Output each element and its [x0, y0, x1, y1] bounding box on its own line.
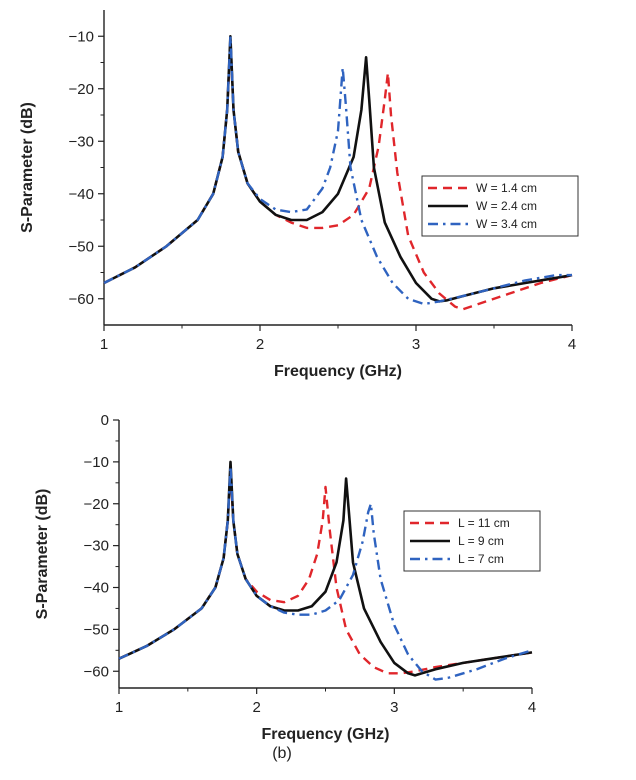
y-axis-label-a: S-Parameter (dB) [19, 102, 36, 233]
axes-a [103, 10, 572, 326]
legend-label: W = 1.4 cm [476, 181, 537, 195]
x-tick-label: 3 [412, 336, 420, 353]
y-tick-label: −50 [69, 238, 94, 255]
y-axis-label-b: S-Parameter (dB) [34, 489, 51, 620]
x-tick-label: 4 [528, 699, 536, 716]
series-line [103, 35, 572, 306]
legend-a: W = 1.4 cm W = 2.4 cm W = 3.4 cm [421, 175, 579, 237]
series-line [103, 40, 573, 311]
chart-panel-b: 1 2 3 40−10−20−30−40−50−60 Frequency (GHz) … [34, 412, 541, 762]
y-tick-label: −50 [84, 621, 109, 638]
y-tick-label: −20 [84, 496, 109, 513]
y-tick-label: −40 [69, 186, 94, 203]
x-tick-label: 2 [252, 699, 260, 716]
ticks-b: 1 2 3 4 0 −10 −20 −30 −40 −50 −60 [84, 412, 537, 716]
series-lines-a [103, 35, 573, 311]
x-tick-label: 4 [568, 336, 576, 353]
y-tick-label: −40 [84, 580, 109, 597]
y-tick-label: −10 [69, 28, 94, 45]
x-tick-label: 2 [256, 336, 264, 353]
y-tick-label: −60 [84, 663, 109, 680]
series-lines-b [118, 460, 533, 681]
panel-caption-b: (b) [272, 745, 292, 762]
legend-label: W = 3.4 cm [476, 217, 537, 231]
y-tick-label: −30 [84, 538, 109, 555]
series-line [103, 35, 573, 303]
x-tick-label: 3 [390, 699, 398, 716]
legend-label: L = 11 cm [458, 516, 510, 530]
y-tick-label: −60 [69, 291, 94, 308]
y-tick-label: 0 [101, 412, 109, 429]
legend-label: W = 2.4 cm [476, 199, 537, 213]
y-tick-label: −10 [84, 454, 109, 471]
series-line [118, 469, 533, 675]
ticks-a: 1 2 3 4 −10 −20 −30 −40 −50 −60 [69, 28, 577, 353]
series-line [118, 464, 533, 681]
x-axis-label-a: Frequency (GHz) [274, 363, 402, 380]
x-tick-label: 1 [115, 699, 123, 716]
chart-panel-a: 1 2 3 4 −10 −20 −30 −40 −50 −60 Frequency (GHz) S… [19, 10, 579, 380]
legend-b: L = 11 cm L = 9 cm L = 7 cm [403, 510, 541, 572]
y-tick-label: −30 [69, 133, 94, 150]
legend-label: L = 7 cm [458, 552, 504, 566]
x-axis-label-b: Frequency (GHz) [261, 726, 389, 743]
y-tick-label: −20 [69, 81, 94, 98]
x-tick-label: 1 [100, 336, 108, 353]
legend-label: L = 9 cm [458, 534, 504, 548]
